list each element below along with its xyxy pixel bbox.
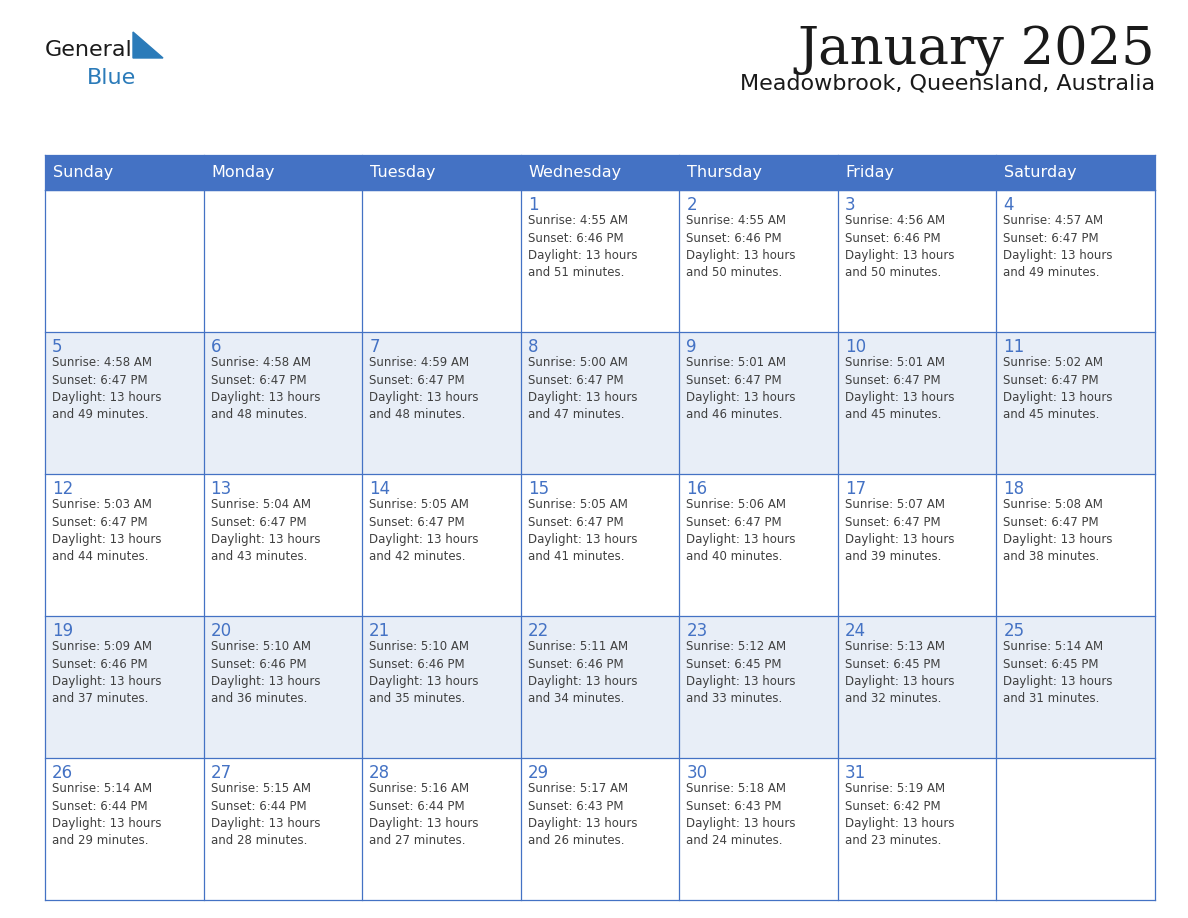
- Text: 8: 8: [527, 338, 538, 356]
- Text: 12: 12: [52, 480, 74, 498]
- Text: Sunrise: 5:09 AM
Sunset: 6:46 PM
Daylight: 13 hours
and 37 minutes.: Sunrise: 5:09 AM Sunset: 6:46 PM Dayligh…: [52, 640, 162, 706]
- Text: Friday: Friday: [846, 165, 895, 180]
- Bar: [45, 474, 1155, 616]
- Bar: [45, 190, 1155, 332]
- Text: Sunrise: 5:10 AM
Sunset: 6:46 PM
Daylight: 13 hours
and 36 minutes.: Sunrise: 5:10 AM Sunset: 6:46 PM Dayligh…: [210, 640, 320, 706]
- Text: Tuesday: Tuesday: [371, 165, 436, 180]
- Text: 22: 22: [527, 622, 549, 640]
- Text: Sunrise: 5:00 AM
Sunset: 6:47 PM
Daylight: 13 hours
and 47 minutes.: Sunrise: 5:00 AM Sunset: 6:47 PM Dayligh…: [527, 356, 637, 421]
- Text: 11: 11: [1004, 338, 1025, 356]
- Text: 4: 4: [1004, 196, 1013, 214]
- Text: Sunrise: 4:55 AM
Sunset: 6:46 PM
Daylight: 13 hours
and 50 minutes.: Sunrise: 4:55 AM Sunset: 6:46 PM Dayligh…: [687, 214, 796, 279]
- Text: Sunrise: 5:10 AM
Sunset: 6:46 PM
Daylight: 13 hours
and 35 minutes.: Sunrise: 5:10 AM Sunset: 6:46 PM Dayligh…: [369, 640, 479, 706]
- Text: 9: 9: [687, 338, 697, 356]
- Text: 6: 6: [210, 338, 221, 356]
- Text: Sunrise: 4:55 AM
Sunset: 6:46 PM
Daylight: 13 hours
and 51 minutes.: Sunrise: 4:55 AM Sunset: 6:46 PM Dayligh…: [527, 214, 637, 279]
- Text: Sunrise: 5:05 AM
Sunset: 6:47 PM
Daylight: 13 hours
and 41 minutes.: Sunrise: 5:05 AM Sunset: 6:47 PM Dayligh…: [527, 498, 637, 564]
- Text: Sunrise: 5:02 AM
Sunset: 6:47 PM
Daylight: 13 hours
and 45 minutes.: Sunrise: 5:02 AM Sunset: 6:47 PM Dayligh…: [1004, 356, 1113, 421]
- Bar: [45, 155, 1155, 190]
- Text: 23: 23: [687, 622, 708, 640]
- Text: 30: 30: [687, 764, 707, 782]
- Text: 24: 24: [845, 622, 866, 640]
- Text: Sunrise: 4:58 AM
Sunset: 6:47 PM
Daylight: 13 hours
and 48 minutes.: Sunrise: 4:58 AM Sunset: 6:47 PM Dayligh…: [210, 356, 320, 421]
- Text: 14: 14: [369, 480, 391, 498]
- Text: Sunrise: 5:18 AM
Sunset: 6:43 PM
Daylight: 13 hours
and 24 minutes.: Sunrise: 5:18 AM Sunset: 6:43 PM Dayligh…: [687, 782, 796, 847]
- Text: Sunrise: 5:11 AM
Sunset: 6:46 PM
Daylight: 13 hours
and 34 minutes.: Sunrise: 5:11 AM Sunset: 6:46 PM Dayligh…: [527, 640, 637, 706]
- Text: Sunrise: 5:14 AM
Sunset: 6:45 PM
Daylight: 13 hours
and 31 minutes.: Sunrise: 5:14 AM Sunset: 6:45 PM Dayligh…: [1004, 640, 1113, 706]
- Bar: [45, 332, 1155, 474]
- Text: Monday: Monday: [211, 165, 276, 180]
- Text: Sunrise: 4:57 AM
Sunset: 6:47 PM
Daylight: 13 hours
and 49 minutes.: Sunrise: 4:57 AM Sunset: 6:47 PM Dayligh…: [1004, 214, 1113, 279]
- Text: 16: 16: [687, 480, 707, 498]
- Text: 27: 27: [210, 764, 232, 782]
- Polygon shape: [133, 32, 163, 58]
- Text: Sunrise: 5:06 AM
Sunset: 6:47 PM
Daylight: 13 hours
and 40 minutes.: Sunrise: 5:06 AM Sunset: 6:47 PM Dayligh…: [687, 498, 796, 564]
- Text: Thursday: Thursday: [688, 165, 763, 180]
- Text: Sunrise: 5:17 AM
Sunset: 6:43 PM
Daylight: 13 hours
and 26 minutes.: Sunrise: 5:17 AM Sunset: 6:43 PM Dayligh…: [527, 782, 637, 847]
- Text: 19: 19: [52, 622, 74, 640]
- Text: General: General: [45, 40, 133, 60]
- Text: 2: 2: [687, 196, 697, 214]
- Text: Sunrise: 5:01 AM
Sunset: 6:47 PM
Daylight: 13 hours
and 46 minutes.: Sunrise: 5:01 AM Sunset: 6:47 PM Dayligh…: [687, 356, 796, 421]
- Text: 1: 1: [527, 196, 538, 214]
- Text: Sunrise: 4:56 AM
Sunset: 6:46 PM
Daylight: 13 hours
and 50 minutes.: Sunrise: 4:56 AM Sunset: 6:46 PM Dayligh…: [845, 214, 954, 279]
- Text: Sunrise: 4:58 AM
Sunset: 6:47 PM
Daylight: 13 hours
and 49 minutes.: Sunrise: 4:58 AM Sunset: 6:47 PM Dayligh…: [52, 356, 162, 421]
- Text: Meadowbrook, Queensland, Australia: Meadowbrook, Queensland, Australia: [740, 73, 1155, 93]
- Text: 25: 25: [1004, 622, 1024, 640]
- Text: 13: 13: [210, 480, 232, 498]
- Text: Sunrise: 5:13 AM
Sunset: 6:45 PM
Daylight: 13 hours
and 32 minutes.: Sunrise: 5:13 AM Sunset: 6:45 PM Dayligh…: [845, 640, 954, 706]
- Text: Sunrise: 5:16 AM
Sunset: 6:44 PM
Daylight: 13 hours
and 27 minutes.: Sunrise: 5:16 AM Sunset: 6:44 PM Dayligh…: [369, 782, 479, 847]
- Text: 29: 29: [527, 764, 549, 782]
- Text: Sunrise: 5:03 AM
Sunset: 6:47 PM
Daylight: 13 hours
and 44 minutes.: Sunrise: 5:03 AM Sunset: 6:47 PM Dayligh…: [52, 498, 162, 564]
- Text: Sunrise: 5:04 AM
Sunset: 6:47 PM
Daylight: 13 hours
and 43 minutes.: Sunrise: 5:04 AM Sunset: 6:47 PM Dayligh…: [210, 498, 320, 564]
- Text: Sunrise: 5:08 AM
Sunset: 6:47 PM
Daylight: 13 hours
and 38 minutes.: Sunrise: 5:08 AM Sunset: 6:47 PM Dayligh…: [1004, 498, 1113, 564]
- Text: Sunrise: 5:14 AM
Sunset: 6:44 PM
Daylight: 13 hours
and 29 minutes.: Sunrise: 5:14 AM Sunset: 6:44 PM Dayligh…: [52, 782, 162, 847]
- Text: Sunrise: 5:19 AM
Sunset: 6:42 PM
Daylight: 13 hours
and 23 minutes.: Sunrise: 5:19 AM Sunset: 6:42 PM Dayligh…: [845, 782, 954, 847]
- Text: 20: 20: [210, 622, 232, 640]
- Text: January 2025: January 2025: [797, 25, 1155, 75]
- Text: Sunrise: 4:59 AM
Sunset: 6:47 PM
Daylight: 13 hours
and 48 minutes.: Sunrise: 4:59 AM Sunset: 6:47 PM Dayligh…: [369, 356, 479, 421]
- Text: Saturday: Saturday: [1004, 165, 1078, 180]
- Text: 3: 3: [845, 196, 855, 214]
- Text: Sunrise: 5:05 AM
Sunset: 6:47 PM
Daylight: 13 hours
and 42 minutes.: Sunrise: 5:05 AM Sunset: 6:47 PM Dayligh…: [369, 498, 479, 564]
- Text: Wednesday: Wednesday: [529, 165, 621, 180]
- Text: Sunday: Sunday: [53, 165, 113, 180]
- Text: 15: 15: [527, 480, 549, 498]
- Bar: [45, 758, 1155, 900]
- Text: Sunrise: 5:12 AM
Sunset: 6:45 PM
Daylight: 13 hours
and 33 minutes.: Sunrise: 5:12 AM Sunset: 6:45 PM Dayligh…: [687, 640, 796, 706]
- Text: Sunrise: 5:15 AM
Sunset: 6:44 PM
Daylight: 13 hours
and 28 minutes.: Sunrise: 5:15 AM Sunset: 6:44 PM Dayligh…: [210, 782, 320, 847]
- Text: Sunrise: 5:07 AM
Sunset: 6:47 PM
Daylight: 13 hours
and 39 minutes.: Sunrise: 5:07 AM Sunset: 6:47 PM Dayligh…: [845, 498, 954, 564]
- Text: Sunrise: 5:01 AM
Sunset: 6:47 PM
Daylight: 13 hours
and 45 minutes.: Sunrise: 5:01 AM Sunset: 6:47 PM Dayligh…: [845, 356, 954, 421]
- Text: 5: 5: [52, 338, 63, 356]
- Text: 18: 18: [1004, 480, 1024, 498]
- Text: 7: 7: [369, 338, 380, 356]
- Text: 26: 26: [52, 764, 74, 782]
- Text: 21: 21: [369, 622, 391, 640]
- Text: 10: 10: [845, 338, 866, 356]
- Text: 17: 17: [845, 480, 866, 498]
- Text: 31: 31: [845, 764, 866, 782]
- Text: Blue: Blue: [87, 68, 137, 88]
- Text: 28: 28: [369, 764, 391, 782]
- Bar: [45, 616, 1155, 758]
